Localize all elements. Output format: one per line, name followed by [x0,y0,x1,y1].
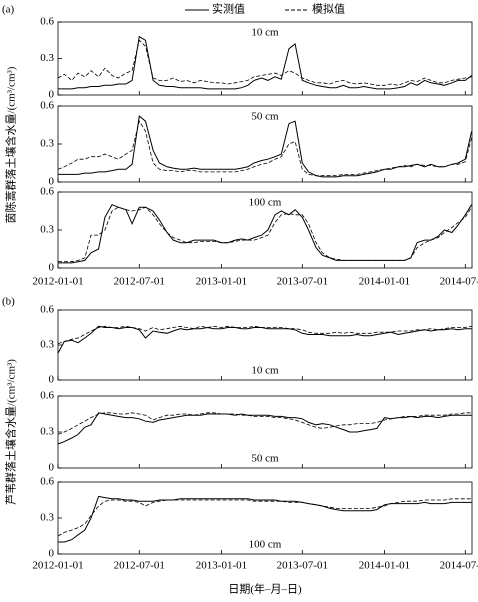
y-tick-label: 0.3 [40,52,54,64]
depth-annotation: 100 cm [249,197,282,209]
x-tick-label: 2012-01-01 [32,560,83,572]
series-line [57,325,472,354]
y-tick-label: 0.3 [40,138,54,150]
series-line [58,206,472,263]
series-line [58,204,473,264]
depth-annotation: 10 cm [251,365,279,377]
x-tick-label: 2013-01-01 [196,276,247,288]
x-tick-label: 2013-01-01 [196,560,247,572]
y-tick-label: 0 [49,462,55,474]
y-tick-label: 0.6 [40,390,54,402]
series-line [57,39,472,86]
x-tick-label: 2014-01-01 [359,560,410,572]
y-axis-label: 茵陈蒿群落土壤含水量/(cm³/cm³) [4,66,18,223]
y-tick-label: 0.6 [40,304,54,316]
y-axis-label: 芦苇群落土壤含水量/(cm³/cm³) [4,359,18,505]
depth-annotation: 10 cm [251,27,279,39]
panel-label: (b) [2,296,15,308]
x-axis-label: 日期(年–月–日) [228,582,302,596]
y-tick-label: 0.3 [40,512,54,524]
y-tick-label: 0 [49,176,55,188]
series-line [57,412,472,445]
legend-label: 模拟值 [312,2,345,16]
y-tick-label: 0 [49,548,55,560]
x-tick-label: 2014-07-01 [440,560,478,572]
y-tick-label: 0 [49,374,55,386]
series-line [57,412,472,435]
depth-annotation: 50 cm [251,453,279,465]
x-tick-label: 2013-07-01 [277,276,328,288]
panel-label: (a) [2,4,15,16]
series-line [58,115,473,178]
legend-label: 实测值 [212,2,245,16]
y-tick-label: 0.6 [40,100,54,112]
y-tick-label: 0.6 [40,476,54,488]
series-line [58,35,472,90]
x-tick-label: 2013-07-01 [277,560,328,572]
y-tick-label: 0.3 [40,426,54,438]
depth-annotation: 100 cm [249,539,282,551]
series-line [57,120,472,177]
x-tick-label: 2014-07-01 [440,276,478,288]
x-tick-label: 2014-01-01 [359,276,410,288]
x-tick-label: 2012-01-01 [32,276,83,288]
y-tick-label: 0.3 [40,339,54,351]
x-tick-label: 2012-07-01 [114,560,165,572]
x-tick-label: 2012-07-01 [114,276,165,288]
series-line [58,495,472,543]
series-line [57,498,472,537]
y-tick-label: 0 [49,262,55,274]
depth-annotation: 50 cm [251,111,279,123]
y-tick-label: 0.6 [40,16,54,28]
y-tick-label: 0.3 [40,224,54,236]
series-line [57,325,472,345]
y-tick-label: 0 [49,89,55,101]
y-tick-label: 0.6 [40,186,54,198]
